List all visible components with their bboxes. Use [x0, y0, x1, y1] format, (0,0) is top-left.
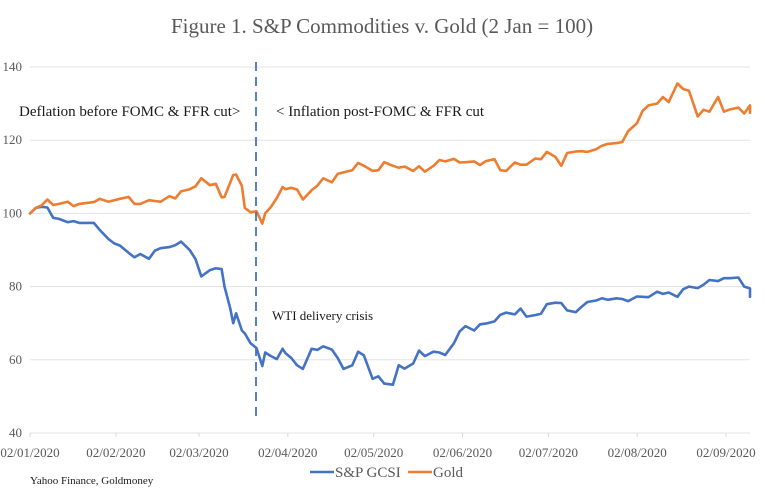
annotations: Deflation before FOMC & FFR cut> < Inflat…: [19, 62, 485, 416]
gridlines: [30, 66, 750, 434]
y-tick-label: 80: [9, 279, 22, 294]
x-tick-label: 02/06/2020: [433, 445, 492, 460]
series-line-gold: [28, 82, 752, 225]
y-tick-label: 60: [9, 352, 22, 367]
y-axis-ticks: 40 60 80 100 120 140: [3, 59, 23, 440]
y-tick-label: 100: [3, 205, 23, 220]
x-tick-label: 02/04/2020: [258, 445, 317, 460]
legend-label-gold: Gold: [433, 465, 464, 481]
chart-title: Figure 1. S&P Commodities v. Gold (2 Jan…: [171, 14, 593, 38]
x-tick-label: 02/09/2020: [696, 445, 755, 460]
source-note: Yahoo Finance, Goldmoney: [30, 475, 154, 487]
series-line-sp-gcsi: [28, 205, 752, 387]
x-tick-label: 02/07/2020: [519, 445, 578, 460]
legend-label-sp-gcsi: S&P GCSI: [335, 465, 401, 481]
annotation-inflation: < Inflation post-FOMC & FFR cut: [276, 104, 485, 120]
x-tick-label: 02/08/2020: [608, 445, 667, 460]
x-tick-label: 02/01/2020: [0, 445, 59, 460]
annotation-deflation: Deflation before FOMC & FFR cut>: [19, 104, 240, 120]
y-tick-label: 40: [9, 425, 22, 440]
y-tick-label: 120: [3, 132, 23, 147]
x-tick-label: 02/02/2020: [86, 445, 145, 460]
series-lines: [28, 82, 752, 387]
y-tick-label: 140: [3, 59, 23, 74]
annotation-wti-crisis: WTI delivery crisis: [272, 308, 373, 323]
x-tick-label: 02/03/2020: [169, 445, 228, 460]
legend: S&P GCSI Gold: [310, 465, 464, 481]
x-axis-ticks: 02/01/2020 02/02/2020 02/03/2020 02/04/2020…: [0, 433, 756, 460]
x-tick-label: 02/05/2020: [344, 445, 403, 460]
